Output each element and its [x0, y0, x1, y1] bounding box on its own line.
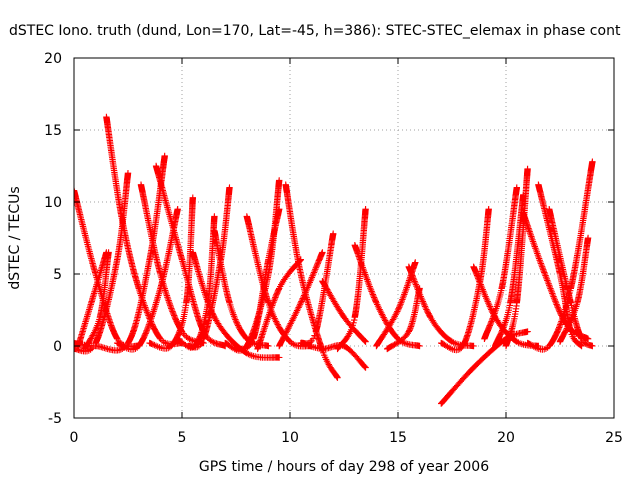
y-tick-label: -5	[48, 411, 62, 427]
plot-frame	[73, 57, 615, 419]
y-tick-label: 10	[44, 195, 62, 211]
chart-title: dSTEC Iono. truth (dund, Lon=170, Lat=-4…	[9, 23, 621, 39]
data-series-markers	[74, 113, 596, 407]
x-tick-label: 5	[178, 430, 187, 446]
grid-lines	[74, 58, 614, 418]
x-axis-label: GPS time / hours of day 298 of year 2006	[199, 459, 489, 475]
x-tick-label: 20	[497, 430, 515, 446]
y-tick-label: 5	[53, 267, 62, 283]
x-tick-label: 25	[605, 430, 623, 446]
y-axis-label: dSTEC / TECUs	[7, 186, 23, 289]
y-tick-label: 15	[44, 123, 62, 139]
y-tick-label: 20	[44, 51, 62, 67]
y-tick-label: 0	[53, 339, 62, 355]
x-tick-label: 10	[281, 430, 299, 446]
axis-ticks: 0 5 10 15 20 25 -5 0 5 10 15 20	[44, 51, 623, 446]
data-markers	[74, 113, 596, 407]
x-tick-label: 15	[389, 430, 407, 446]
x-tick-label: 0	[70, 430, 79, 446]
